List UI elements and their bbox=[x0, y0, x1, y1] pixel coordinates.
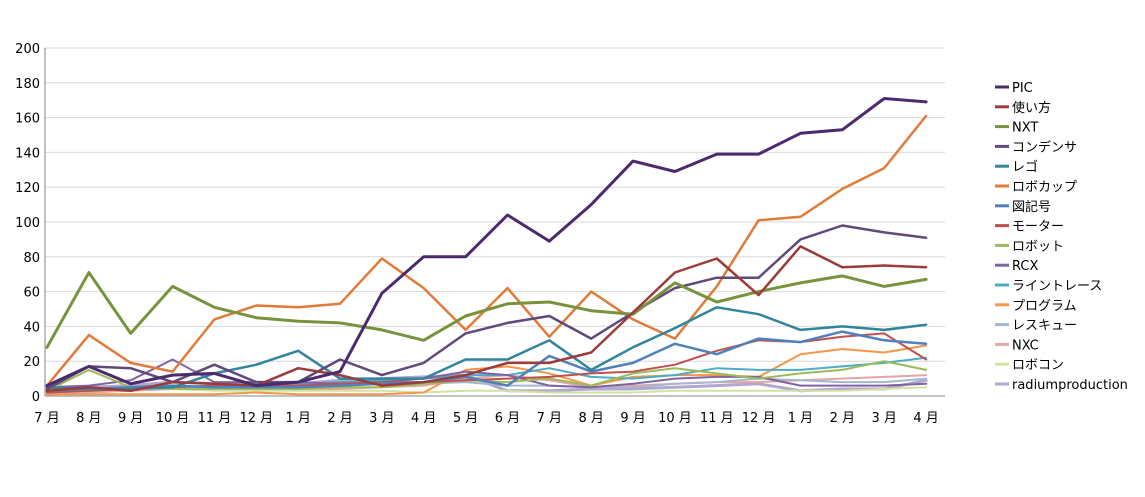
legend-label: コンデンサ bbox=[1012, 139, 1077, 155]
y-axis-tick-labels: 0 20 40 60 80 100 120 140 160 180 200 bbox=[15, 42, 40, 405]
x-tick-label: 4 月 bbox=[913, 411, 938, 426]
legend-label: RCX bbox=[1012, 259, 1038, 274]
legend-label: radiumproduction bbox=[1012, 378, 1128, 393]
x-tick-label: 4 月 bbox=[411, 411, 436, 426]
x-tick-label: 5 月 bbox=[453, 411, 478, 426]
axes bbox=[44, 48, 945, 397]
y-tick-label: 80 bbox=[23, 251, 40, 266]
legend-label: 使い方 bbox=[1012, 100, 1051, 116]
series-lines bbox=[45, 97, 928, 396]
series-line bbox=[45, 245, 928, 393]
legend-label: レスキュー bbox=[1012, 319, 1077, 334]
legend-label: ロボコン bbox=[1012, 358, 1064, 373]
series-line bbox=[45, 97, 928, 388]
legend-label: モーター bbox=[1012, 220, 1064, 235]
legend-label: ロボット bbox=[1012, 239, 1064, 254]
y-tick-label: 140 bbox=[15, 146, 40, 161]
x-tick-label: 12 月 bbox=[742, 411, 776, 426]
x-tick-label: 6 月 bbox=[495, 411, 520, 426]
x-tick-label: 1 月 bbox=[788, 411, 813, 426]
y-tick-label: 0 bbox=[32, 390, 40, 405]
y-tick-label: 120 bbox=[15, 181, 40, 196]
series-line bbox=[45, 114, 928, 387]
y-tick-label: 40 bbox=[23, 320, 40, 335]
legend-label: NXC bbox=[1012, 338, 1039, 353]
legend-label: レゴ bbox=[1012, 159, 1038, 175]
x-tick-label: 11 月 bbox=[700, 411, 734, 426]
legend-label: ロボカップ bbox=[1012, 180, 1077, 195]
x-tick-label: 11 月 bbox=[198, 411, 232, 426]
series-line bbox=[45, 330, 928, 393]
x-tick-label: 3 月 bbox=[872, 411, 897, 426]
x-tick-label: 9 月 bbox=[118, 411, 143, 426]
x-tick-label: 1 月 bbox=[285, 411, 310, 426]
series-line bbox=[45, 271, 928, 349]
x-tick-label: 8 月 bbox=[76, 411, 101, 426]
legend-label: NXT bbox=[1012, 121, 1038, 136]
legend-label: PIC bbox=[1012, 81, 1033, 96]
x-axis-tick-labels: 7 月 8 月 9 月 10 月 11 月 12 月 1 月 2 月 3 月 4 月 5 月 6 月 7… bbox=[34, 411, 938, 426]
x-tick-label: 7 月 bbox=[537, 411, 562, 426]
x-tick-label: 3 月 bbox=[369, 411, 394, 426]
y-tick-label: 20 bbox=[23, 355, 40, 370]
x-tick-label: 12 月 bbox=[239, 411, 273, 426]
x-tick-label: 7 月 bbox=[34, 411, 59, 426]
x-tick-label: 2 月 bbox=[327, 411, 352, 426]
x-tick-label: 9 月 bbox=[620, 411, 645, 426]
legend-label: ライントレース bbox=[1012, 279, 1102, 294]
series-line bbox=[45, 306, 928, 391]
y-tick-label: 100 bbox=[15, 216, 40, 231]
gridlines bbox=[45, 47, 945, 362]
x-tick-label: 10 月 bbox=[658, 411, 692, 426]
y-tick-label: 160 bbox=[15, 112, 40, 127]
series-line bbox=[46, 358, 928, 389]
x-tick-label: 2 月 bbox=[830, 411, 855, 426]
legend-label: プログラム bbox=[1012, 299, 1077, 314]
legend-label: 図記号 bbox=[1012, 199, 1051, 215]
y-tick-label: 60 bbox=[23, 286, 40, 301]
y-tick-label: 200 bbox=[15, 42, 40, 57]
x-tick-label: 10 月 bbox=[156, 411, 190, 426]
y-tick-label: 180 bbox=[15, 77, 40, 92]
x-tick-label: 8 月 bbox=[578, 411, 603, 426]
